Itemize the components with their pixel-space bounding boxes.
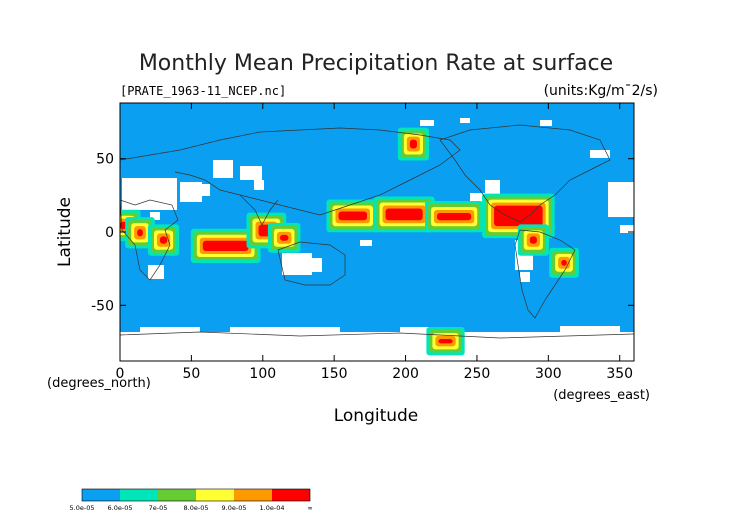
colorbar-swatch bbox=[82, 489, 120, 501]
colorbar-swatch bbox=[272, 489, 310, 501]
precip-region-7-level-5 bbox=[385, 208, 423, 221]
colorbar-frame bbox=[81, 488, 311, 502]
x-tick-label: 250 bbox=[464, 366, 491, 382]
precip-region-3-level-5 bbox=[202, 240, 249, 252]
x-tick-label: 300 bbox=[535, 366, 562, 382]
precip-region-12-level-5 bbox=[561, 259, 567, 266]
x-tick-label: 0 bbox=[116, 366, 125, 382]
plot-area bbox=[120, 103, 634, 361]
colorbar-label: 5.0e-05 bbox=[70, 504, 95, 512]
x-unit-label: (degrees_east) bbox=[553, 388, 650, 403]
precip-region-6-level-5 bbox=[338, 211, 368, 221]
x-tick-label: 200 bbox=[392, 366, 419, 382]
coastlines bbox=[120, 124, 634, 339]
chart-title: Monthly Mean Precipitation Rate at surfa… bbox=[139, 51, 613, 76]
x-tick-label: 100 bbox=[249, 366, 276, 382]
units-label: (units:Kg/m¯2/s) bbox=[544, 83, 658, 99]
precip-region-1-level-5 bbox=[137, 229, 143, 237]
x-tick-label: 150 bbox=[321, 366, 348, 382]
colorbar-label: 7e-05 bbox=[149, 504, 168, 512]
file-label: [PRATE_1963-11_NCEP.nc] bbox=[120, 84, 286, 98]
y-unit-label: (degrees_north) bbox=[47, 376, 151, 391]
y-tick-label: -50 bbox=[91, 298, 114, 314]
colorbar-swatch bbox=[158, 489, 196, 501]
colorbar-label: 6.0e-05 bbox=[108, 504, 133, 512]
x-tick-label: 50 bbox=[182, 366, 200, 382]
colorbar-label: 1.0e-04 bbox=[260, 504, 285, 512]
colorbar-label: 8.0e-05 bbox=[184, 504, 209, 512]
colorbar-swatch bbox=[120, 489, 158, 501]
precip-region-2-level-5 bbox=[159, 236, 168, 244]
colorbar: 5.0e-05 6.0e-05 7e-05 8.0e-05 9.0e-05 1.0e-04… bbox=[70, 488, 313, 512]
y-axis-title: Latitude bbox=[55, 197, 75, 267]
y-axis: -50 0 50 bbox=[91, 152, 634, 314]
colorbar-swatch bbox=[196, 489, 234, 501]
precip-region-11-level-5 bbox=[529, 236, 537, 244]
x-axis: 0 50 100 150 200 250 300 350 bbox=[116, 103, 633, 382]
precip-region-9-level-5 bbox=[494, 205, 543, 227]
precip-region-10-level-5 bbox=[409, 139, 417, 149]
y-tick-label: 0 bbox=[105, 225, 114, 241]
colorbar-swatch bbox=[234, 489, 272, 501]
precip-region-5-level-5 bbox=[279, 234, 289, 241]
precip-cells bbox=[120, 127, 579, 356]
x-axis-title: Longitude bbox=[334, 406, 419, 426]
colorbar-label: 9.0e-05 bbox=[222, 504, 247, 512]
colorbar-label: ∞ bbox=[307, 504, 312, 512]
y-tick-label: 50 bbox=[96, 152, 114, 168]
x-tick-label: 350 bbox=[606, 366, 633, 382]
precip-region-8-level-5 bbox=[436, 212, 472, 221]
precip-region-13-level-5 bbox=[438, 339, 453, 344]
